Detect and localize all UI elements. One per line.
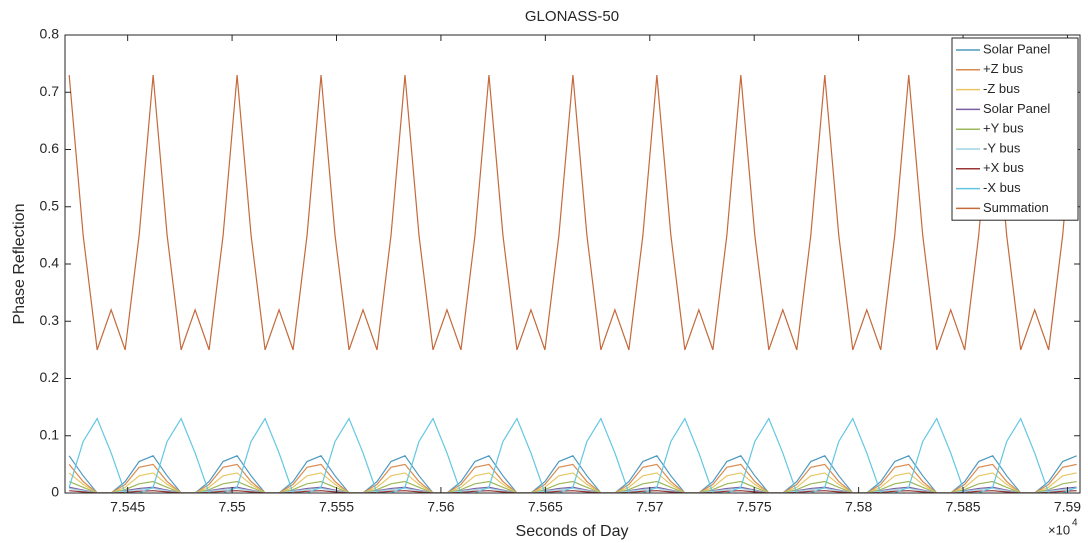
x-tick-label: 7.59	[1054, 499, 1081, 515]
y-tick-label: 0.8	[40, 26, 60, 42]
x-tick-label: 7.58	[845, 499, 872, 515]
x-tick-label: 7.555	[319, 499, 354, 515]
legend-label: Summation	[983, 200, 1049, 215]
series-line	[68, 75, 1078, 351]
legend-label: +X bus	[983, 160, 1024, 175]
legend-label: +Y bus	[983, 121, 1024, 136]
y-tick-label: 0.2	[40, 369, 60, 385]
legend-label: -Z bus	[983, 81, 1020, 96]
series-line	[69, 490, 1077, 493]
series-line	[68, 463, 1077, 493]
y-tick-label: 0.1	[40, 426, 60, 442]
x-tick-label: 7.55	[218, 499, 245, 515]
chart-title: GLONASS-50	[525, 8, 619, 25]
series-line	[68, 480, 1077, 493]
y-axis-label: Phase Reflection	[11, 204, 28, 325]
x-tick-label: 7.57	[636, 499, 663, 515]
x-tick-label: 7.565	[528, 499, 563, 515]
x-tick-label: 7.545	[110, 499, 145, 515]
x-tick-label: 7.56	[427, 499, 454, 515]
legend-label: -Y bus	[983, 140, 1021, 155]
series-line	[69, 487, 1077, 493]
series-line	[68, 455, 1077, 493]
y-tick-label: 0.6	[40, 140, 60, 156]
x-tick-label: 7.585	[946, 499, 981, 515]
legend-label: Solar Panel	[983, 41, 1050, 56]
legend-label: Solar Panel	[983, 101, 1050, 116]
series-line	[68, 472, 1077, 493]
y-tick-label: 0.3	[40, 312, 60, 328]
legend-label: -X bus	[983, 180, 1021, 195]
x-multiplier: ×10	[1048, 522, 1070, 537]
x-tick-label: 7.575	[737, 499, 772, 515]
x-multiplier-exponent: 4	[1072, 518, 1078, 529]
x-axis-label: Seconds of Day	[516, 523, 629, 540]
y-tick-label: 0.5	[40, 197, 60, 213]
axes-box	[64, 34, 1081, 494]
y-tick-label: 0	[51, 484, 59, 500]
y-tick-label: 0.4	[40, 255, 60, 271]
legend-label: +Z bus	[983, 61, 1024, 76]
series-line	[68, 417, 1077, 493]
y-tick-label: 0.7	[40, 83, 60, 99]
